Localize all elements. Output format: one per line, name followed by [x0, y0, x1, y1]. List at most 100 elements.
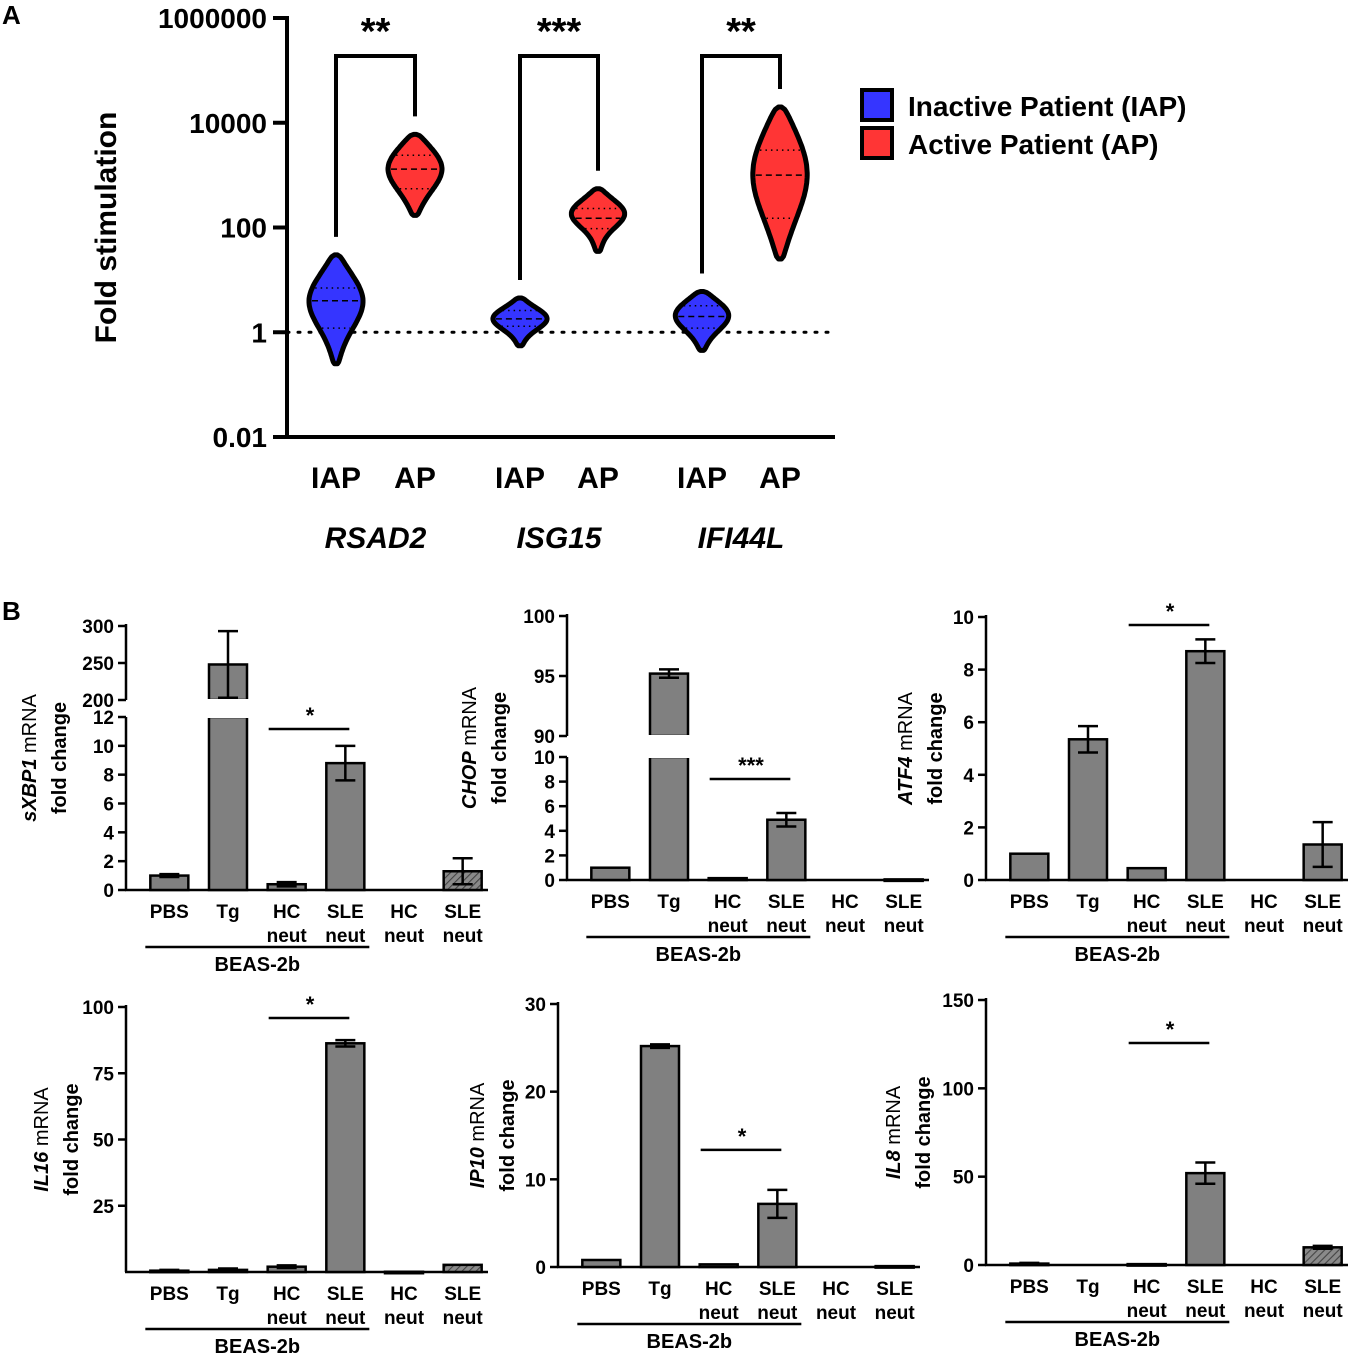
x-category-label: SLE: [1187, 1277, 1224, 1298]
x-category-label: neut: [1185, 1301, 1226, 1322]
x-category-label: SLE: [327, 902, 364, 923]
x-category-label: Tg: [1076, 1277, 1099, 1298]
y-tick-label: 4: [103, 823, 114, 844]
significance-stars: *: [1166, 1017, 1175, 1042]
x-category-label: neut: [1127, 1301, 1168, 1322]
y-axis-label-line1: IL8 mRNA: [883, 1085, 905, 1179]
x-category-label: Tg: [216, 902, 239, 923]
y-axis-label: Fold stimulation: [90, 112, 123, 344]
group-label: BEAS-2b: [647, 1331, 733, 1353]
panel-a-violin-chart: 0.01 1 100 10000 1000000 Fold stimulation IAP A…: [90, 3, 1187, 555]
y-axis-label-suffix: mRNA: [883, 1085, 905, 1150]
significance-stars: *: [306, 703, 315, 728]
y-tick-label: 250: [82, 654, 114, 675]
group-label: BEAS-2b: [656, 944, 742, 966]
bar-lower: [648, 755, 690, 882]
x-category-label: Tg: [657, 892, 680, 913]
y-axis-label-line1: sXBP1 mRNA: [19, 693, 41, 821]
panel-label-b: B: [2, 596, 21, 626]
axis-break-gap: [206, 699, 250, 718]
y-tick-label: 10: [953, 608, 974, 629]
gene-label-rsad2: RSAD2: [325, 522, 427, 555]
x-category-label: HC: [1250, 892, 1278, 913]
x-category-label: Tg: [216, 1284, 239, 1305]
significance-stars: **: [361, 11, 391, 53]
y-tick-label: 0: [963, 871, 974, 892]
y-tick-label: 100: [942, 1079, 974, 1100]
bar-chart-atf4: 0 2 4 6 8 10 PBS Tg HC neut SLE neut HC neut SLE neut * B…: [895, 599, 1348, 966]
group-label: BEAS-2b: [1075, 944, 1161, 966]
significance-stars: ***: [738, 753, 764, 778]
y-tick-label: 12: [93, 708, 114, 729]
significance-stars: *: [1166, 599, 1175, 624]
x-category-label: neut: [384, 1308, 425, 1329]
y-axis-label-line2: fold change: [61, 1083, 83, 1195]
y-tick-label: 0: [535, 1258, 546, 1279]
x-category-label: neut: [443, 1308, 484, 1329]
x-category-label: neut: [816, 1303, 857, 1324]
x-category-label: neut: [1303, 1301, 1344, 1322]
x-category-label: AP: [394, 462, 436, 495]
x-category-label: neut: [325, 1308, 366, 1329]
group-label: BEAS-2b: [1075, 1329, 1161, 1351]
x-category-label: IAP: [677, 462, 727, 495]
x-category-label: SLE: [1304, 892, 1341, 913]
x-category-label: neut: [757, 1303, 798, 1324]
legend-swatch-iap: [860, 88, 894, 122]
y-axis-label-suffix: mRNA: [895, 691, 917, 756]
significance-bracket: [518, 54, 600, 281]
y-axis-label-line2: fold change: [913, 1076, 935, 1188]
bar-lower: [207, 715, 249, 892]
y-axis-label-line2: fold change: [489, 692, 511, 804]
x-category-label: HC: [390, 1284, 418, 1305]
y-tick-label: 75: [93, 1064, 115, 1085]
x-category-label: PBS: [591, 892, 630, 913]
bar: [766, 818, 807, 882]
x-category-label: HC: [1133, 1277, 1161, 1298]
y-tick-label: 0: [963, 1256, 974, 1277]
y-tick-label: 8: [103, 766, 114, 787]
y-tick-label: 0: [544, 871, 555, 892]
y-axis-gene-name: CHOP: [459, 751, 481, 809]
y-tick-label: 6: [103, 795, 114, 816]
bar: [207, 1268, 249, 1274]
y-tick-label: 4: [963, 766, 974, 787]
x-category-label: IAP: [311, 462, 361, 495]
x-category-label: neut: [443, 926, 484, 947]
bar-chart-sxbp1: 200 250 300 0 2 4 6 8 10 12 PBS Tg HC neut SLE neut HC ne…: [19, 617, 488, 976]
x-category-label: HC: [822, 1279, 850, 1300]
significance-bracket: [334, 54, 417, 237]
y-axis-label-line1: ATF4 mRNA: [895, 691, 917, 806]
significance-bracket: [700, 54, 782, 274]
x-category-label: neut: [267, 926, 308, 947]
x-category-label: SLE: [327, 1284, 364, 1305]
y-axis-label-line1: IL16 mRNA: [31, 1087, 53, 1192]
y-axis-label-suffix: mRNA: [459, 686, 481, 751]
y-axis-gene-name: IL8: [883, 1149, 905, 1179]
x-category-label: neut: [1244, 916, 1285, 937]
x-category-label: neut: [825, 916, 866, 937]
legend-label-iap: Inactive Patient (IAP): [908, 91, 1187, 122]
x-category-label: neut: [267, 1308, 308, 1329]
x-category-label: neut: [1303, 916, 1344, 937]
x-category-label: PBS: [582, 1279, 621, 1300]
bar: [698, 1263, 739, 1269]
y-tick-label: 50: [953, 1168, 974, 1189]
y-axis-gene-name: IP10: [467, 1147, 489, 1188]
panel-label-a: A: [2, 0, 21, 30]
y-tick-label: 100: [220, 213, 267, 244]
x-category-label: PBS: [150, 1284, 189, 1305]
y-axis-label-line2: fold change: [49, 702, 71, 814]
bar: [883, 878, 924, 883]
x-category-label: neut: [1127, 916, 1168, 937]
bar: [874, 1264, 915, 1269]
x-category-label: PBS: [150, 902, 189, 923]
x-category-label: neut: [699, 1303, 740, 1324]
violin-ifi44l-ap: [750, 104, 810, 262]
y-tick-label: 8: [963, 661, 974, 682]
x-category-label: SLE: [1304, 1277, 1341, 1298]
bar: [383, 1270, 425, 1275]
x-category-label: SLE: [444, 1284, 481, 1305]
y-tick-label: 6: [544, 797, 555, 818]
